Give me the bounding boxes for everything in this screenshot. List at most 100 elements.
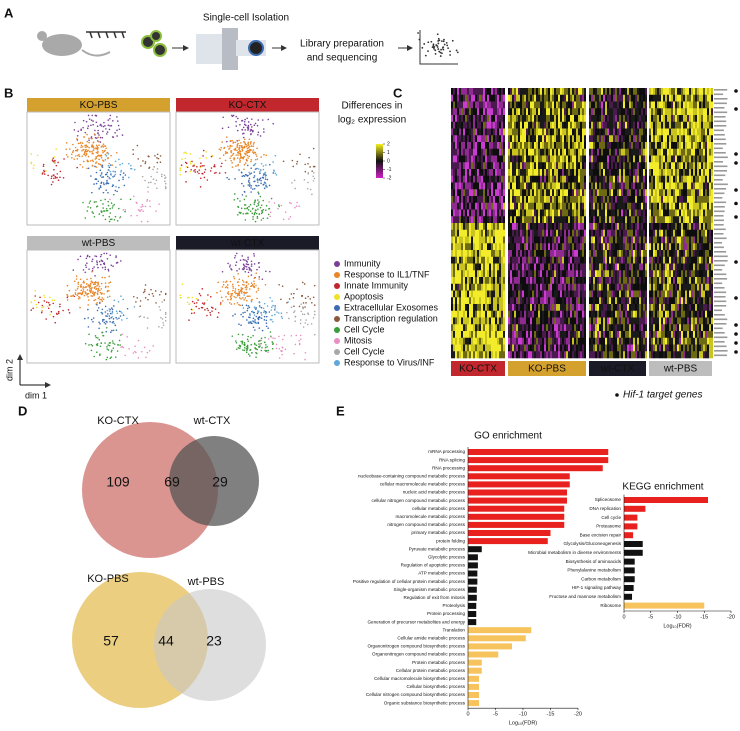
umap-dot: [47, 307, 50, 310]
heatmap-cell: [516, 169, 518, 177]
umap-dot: [278, 347, 281, 350]
umap-dot: [152, 295, 155, 297]
heatmap-cell: [520, 223, 522, 231]
umap-dot: [258, 346, 261, 348]
heatmap-cell: [459, 196, 461, 204]
heatmap-cell: [463, 243, 465, 251]
heatmap-cell: [493, 297, 495, 305]
heatmap-cell: [601, 115, 603, 123]
heatmap-cell: [459, 223, 461, 231]
heatmap-cell: [501, 148, 503, 156]
umap-dot: [77, 285, 79, 288]
umap-dot: [135, 301, 137, 303]
heatmap-cell: [463, 229, 465, 237]
heatmap-cell: [601, 229, 603, 237]
heatmap-cell: [530, 169, 532, 177]
heatmap-cell: [576, 202, 578, 210]
heatmap-cell: [542, 108, 544, 116]
umap-dot: [87, 326, 90, 328]
heatmap-cell: [512, 196, 514, 204]
umap-dot: [107, 313, 109, 315]
heatmap-cell: [546, 250, 548, 258]
heatmap-cell: [530, 135, 532, 143]
heatmap-cell: [568, 283, 570, 291]
heatmap-cell: [530, 94, 532, 102]
umap-dot: [97, 151, 99, 153]
umap-dot: [52, 157, 55, 159]
heatmap-cell: [514, 290, 516, 298]
heatmap-cell: [481, 243, 483, 251]
heatmap-cell: [501, 236, 503, 244]
heatmap-cell: [576, 331, 578, 339]
heatmap-cell: [528, 337, 530, 345]
heatmap-cell: [503, 216, 505, 224]
heatmap-cell: [542, 223, 544, 231]
heatmap-cell: [568, 351, 570, 359]
heatmap-cell: [495, 351, 497, 359]
heatmap-cell: [463, 94, 465, 102]
heatmap-cell: [483, 243, 485, 251]
umap-dot: [250, 343, 253, 346]
umap-dot: [262, 311, 265, 314]
umap-dot: [254, 158, 257, 161]
heatmap-cell: [599, 297, 601, 305]
heatmap-cell: [572, 290, 574, 298]
umap-dot: [249, 173, 251, 175]
umap-dot: [264, 176, 267, 178]
heatmap-cell: [548, 101, 550, 109]
heatmap-cell: [564, 351, 566, 359]
heatmap-cell: [572, 142, 574, 150]
heatmap-cell: [589, 283, 591, 291]
umap-dot: [227, 145, 229, 148]
heatmap-cell: [524, 337, 526, 345]
umap-dot: [152, 168, 154, 171]
heatmap-cell: [540, 243, 542, 251]
umap-dot: [256, 297, 258, 300]
umap-dot: [238, 169, 240, 171]
heatmap-cell: [491, 351, 493, 359]
umap-dot: [80, 144, 83, 147]
umap-dot: [120, 346, 122, 349]
heatmap-cell: [536, 135, 538, 143]
heatmap-cell: [595, 94, 597, 102]
heatmap-cell: [595, 142, 597, 150]
umap-dot: [293, 305, 295, 308]
heatmap-cell: [544, 256, 546, 264]
umap-dot: [242, 126, 245, 129]
umap-dot: [100, 253, 103, 256]
heatmap-cell: [516, 236, 518, 244]
heatmap-cell: [556, 202, 558, 210]
heatmap-cell: [558, 317, 560, 325]
heatmap-cell: [558, 202, 560, 210]
heatmap-cell: [497, 324, 499, 332]
heatmap-cell: [459, 94, 461, 102]
heatmap-cell: [582, 101, 584, 109]
plot-dot: [443, 43, 446, 46]
heatmap-cell: [584, 344, 586, 352]
umap-dot: [275, 347, 278, 350]
heatmap-cell: [453, 175, 455, 183]
umap-dot: [236, 302, 239, 304]
heatmap-cell: [461, 182, 463, 190]
heatmap-cell: [580, 128, 582, 136]
umap-dot: [142, 205, 144, 208]
heatmap-cell: [487, 223, 489, 231]
umap-dot: [74, 146, 77, 149]
heatmap-cell: [595, 337, 597, 345]
heatmap-cell: [465, 243, 467, 251]
heatmap-cell: [457, 324, 459, 332]
heatmap-cell: [574, 304, 576, 312]
heatmap-cell: [487, 324, 489, 332]
umap-dot: [109, 218, 112, 221]
heatmap-cell: [605, 243, 607, 251]
heatmap-cell: [562, 196, 564, 204]
heatmap-cell: [493, 148, 495, 156]
umap-dot: [94, 291, 97, 294]
umap-dot: [254, 321, 257, 324]
umap-dot: [83, 160, 85, 163]
heatmap-cell: [578, 202, 580, 210]
heatmap-cell: [463, 128, 465, 136]
heatmap-cell: [570, 304, 572, 312]
heatmap-cell: [546, 182, 548, 190]
umap-dot: [274, 337, 276, 340]
